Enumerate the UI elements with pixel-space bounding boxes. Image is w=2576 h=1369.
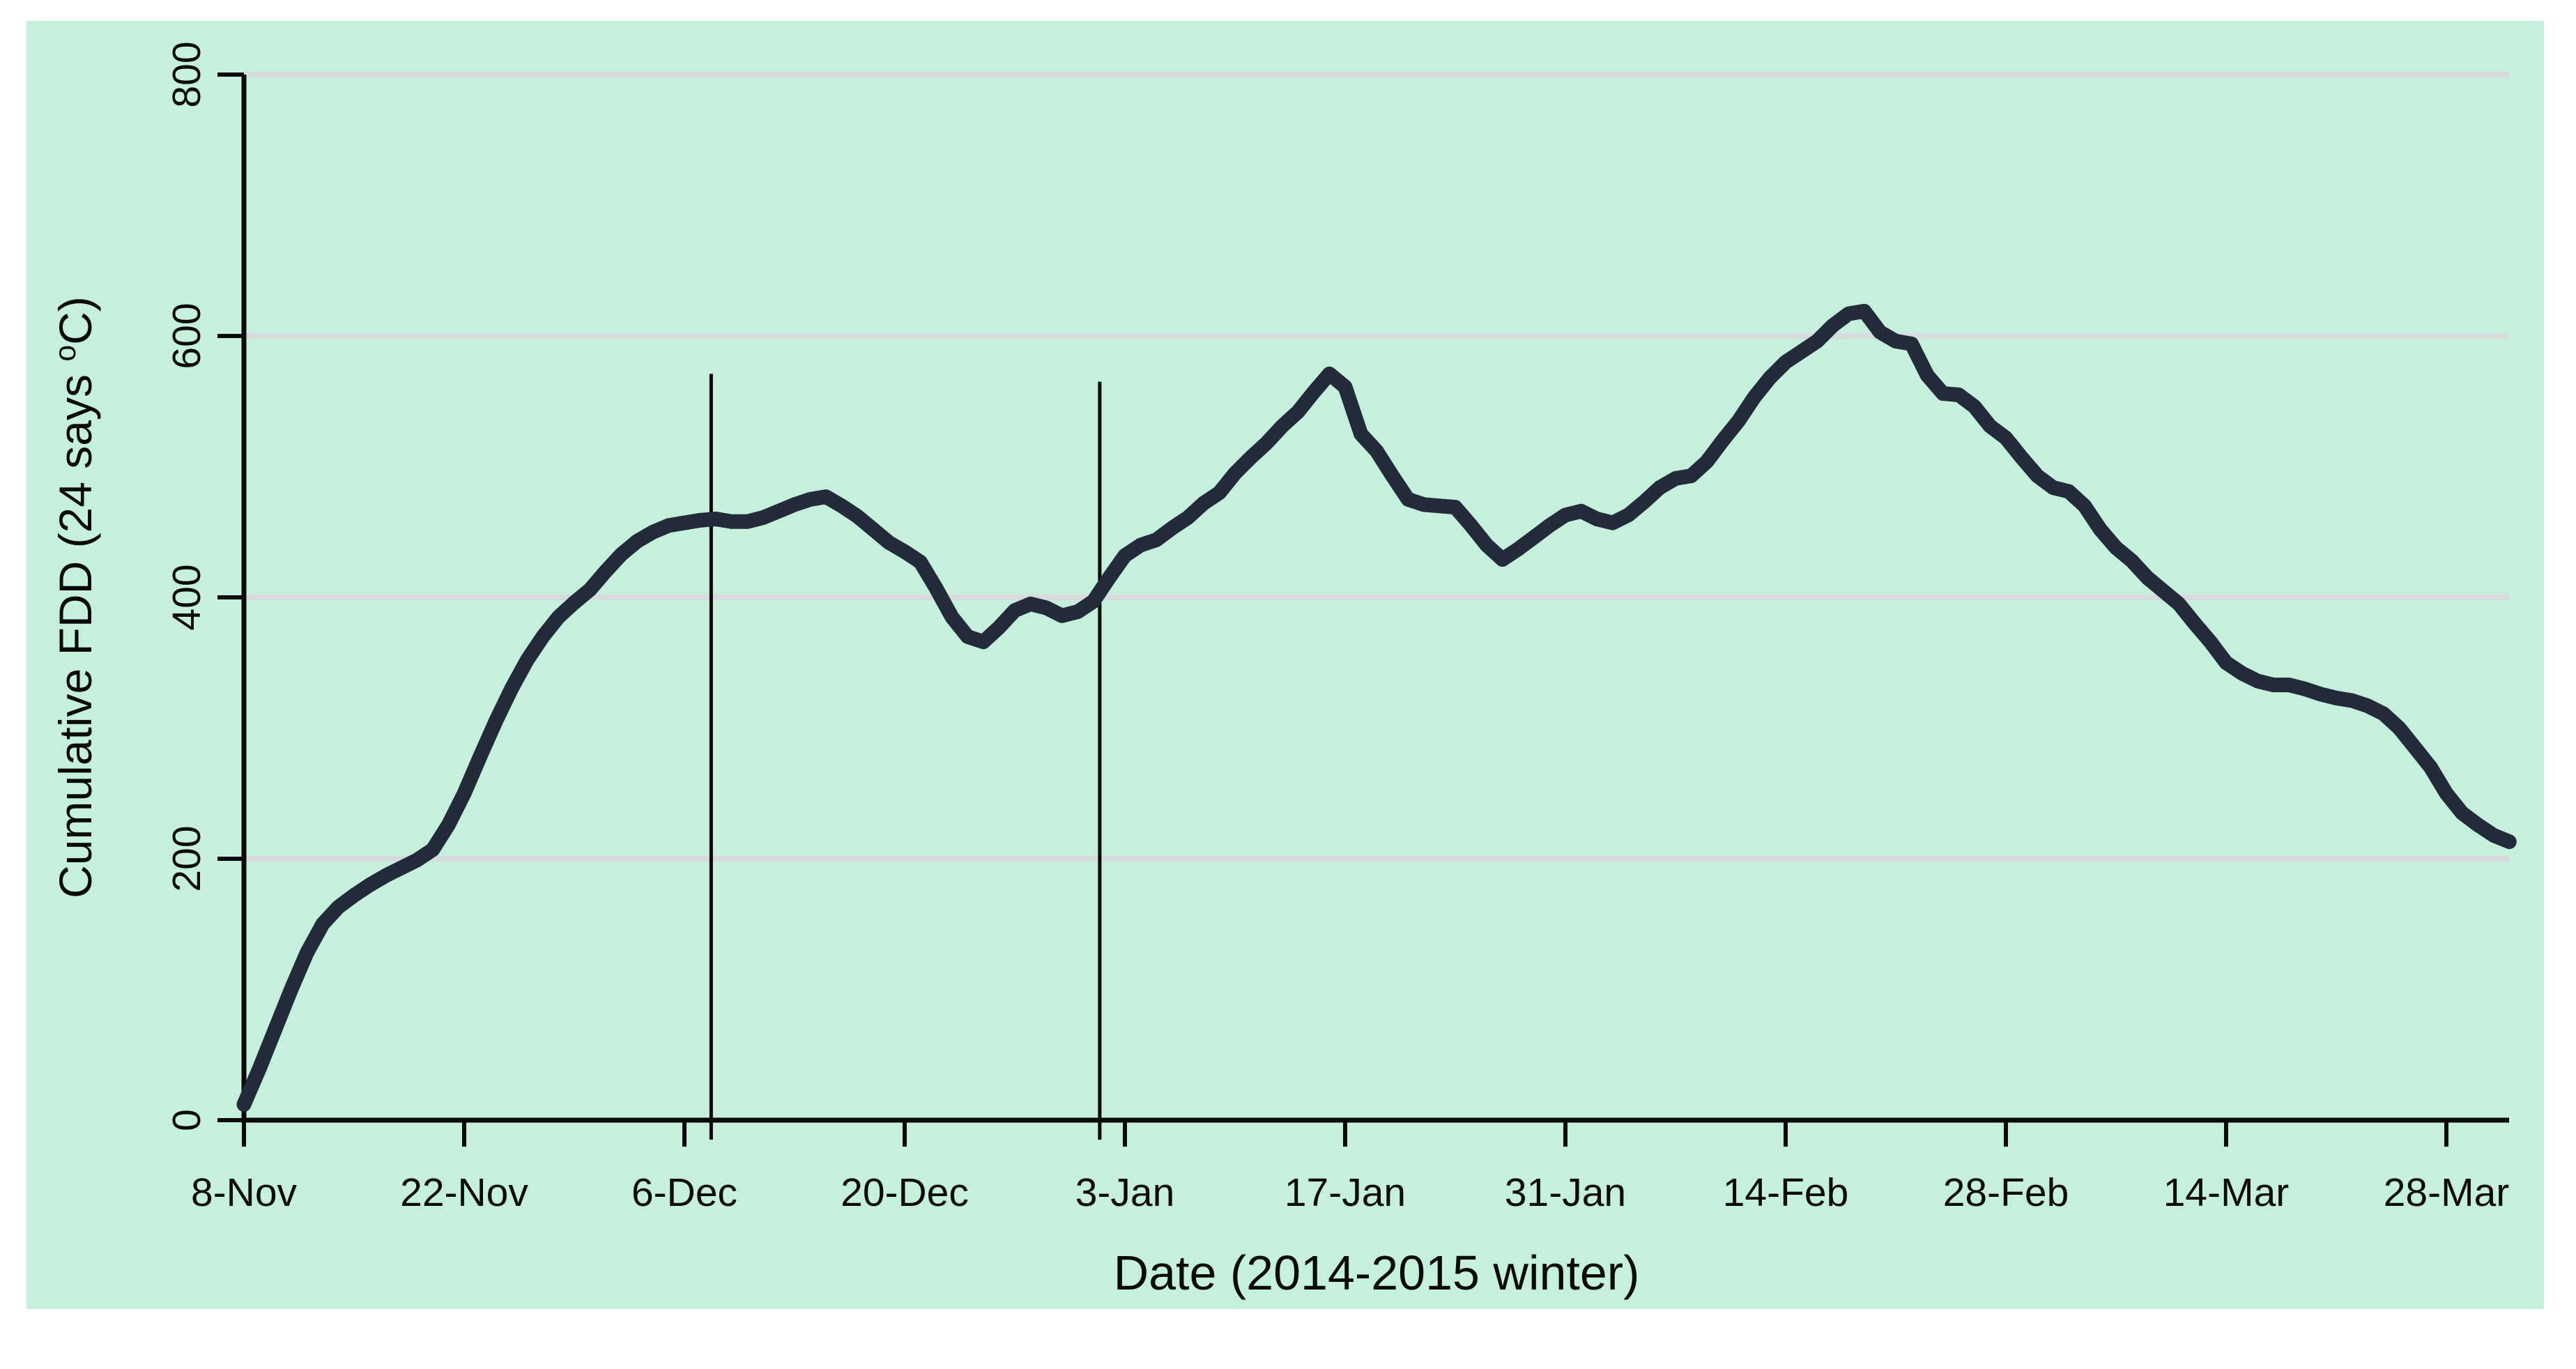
chart-figure xyxy=(26,21,2544,1309)
axis-ticks xyxy=(217,72,2448,1147)
annotation-lines xyxy=(709,374,1102,1140)
gridlines xyxy=(244,72,2509,862)
line-series-cumulative-fdd xyxy=(236,303,2517,1112)
